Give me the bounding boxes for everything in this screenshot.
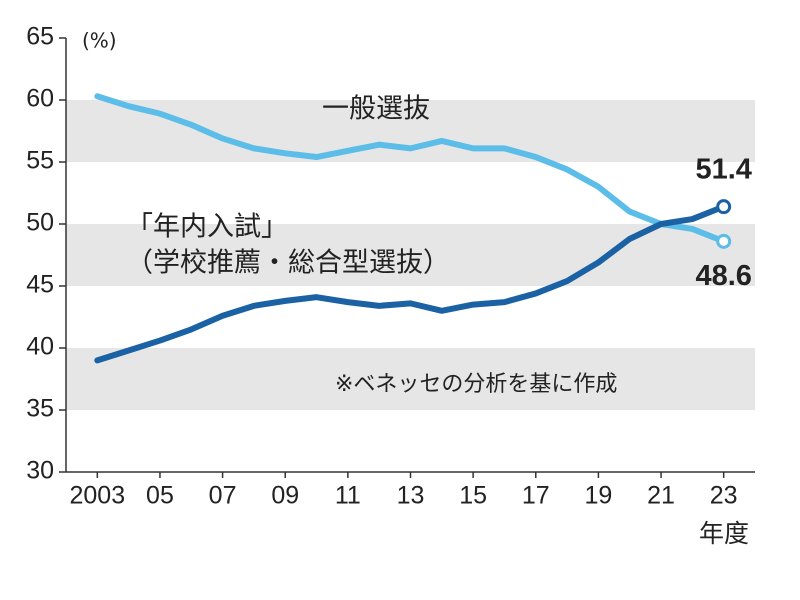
y-tick-label: 30 <box>26 457 54 485</box>
annotation: ※ベネッセの分析を基に作成 <box>335 372 617 397</box>
x-tick-label: 19 <box>585 482 613 510</box>
y-tick-label: 55 <box>26 147 54 175</box>
x-tick-label: 15 <box>459 482 487 510</box>
x-tick-label: 17 <box>522 482 550 510</box>
y-tick-label: 50 <box>26 209 54 237</box>
grid-band <box>66 348 755 410</box>
end-marker <box>716 233 732 249</box>
y-tick-label: 45 <box>26 271 54 299</box>
series-label: 一般選抜 <box>322 94 430 125</box>
series-subtitle: （学校推薦・総合型選抜） <box>126 248 450 279</box>
end-marker <box>716 199 732 215</box>
x-tick-label: 23 <box>710 482 738 510</box>
x-tick-label: 21 <box>647 482 675 510</box>
series-line <box>94 93 727 245</box>
x-tick-label: 2003 <box>70 482 126 510</box>
x-tick-label: 05 <box>146 482 174 510</box>
y-tick-label: 60 <box>26 85 54 113</box>
data-label: 51.4 <box>695 153 751 185</box>
y-tick-label: 65 <box>26 23 54 51</box>
y-tick-label: 35 <box>26 395 54 423</box>
y-tick-label: 40 <box>26 333 54 361</box>
series-line <box>94 203 727 364</box>
series-label: 「年内入試」 <box>126 212 288 243</box>
x-tick-label: 09 <box>271 482 299 510</box>
grid-band <box>66 100 755 162</box>
x-tick-label: 13 <box>397 482 425 510</box>
x-tick-label: 11 <box>335 482 361 510</box>
data-label: 48.6 <box>695 260 751 292</box>
x-tick-label: 07 <box>209 482 237 510</box>
x-axis-label: 年度 <box>699 519 749 548</box>
y-unit-label: (%) <box>82 29 117 53</box>
